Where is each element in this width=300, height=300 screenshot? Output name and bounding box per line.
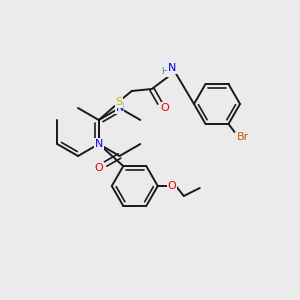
Text: O: O bbox=[167, 181, 176, 191]
Text: N: N bbox=[116, 103, 124, 113]
Text: O: O bbox=[160, 103, 169, 113]
Text: O: O bbox=[94, 163, 103, 173]
Text: N: N bbox=[168, 63, 176, 73]
Text: H: H bbox=[161, 68, 168, 76]
Text: Br: Br bbox=[236, 132, 249, 142]
Text: S: S bbox=[115, 97, 122, 107]
Text: N: N bbox=[94, 139, 103, 149]
